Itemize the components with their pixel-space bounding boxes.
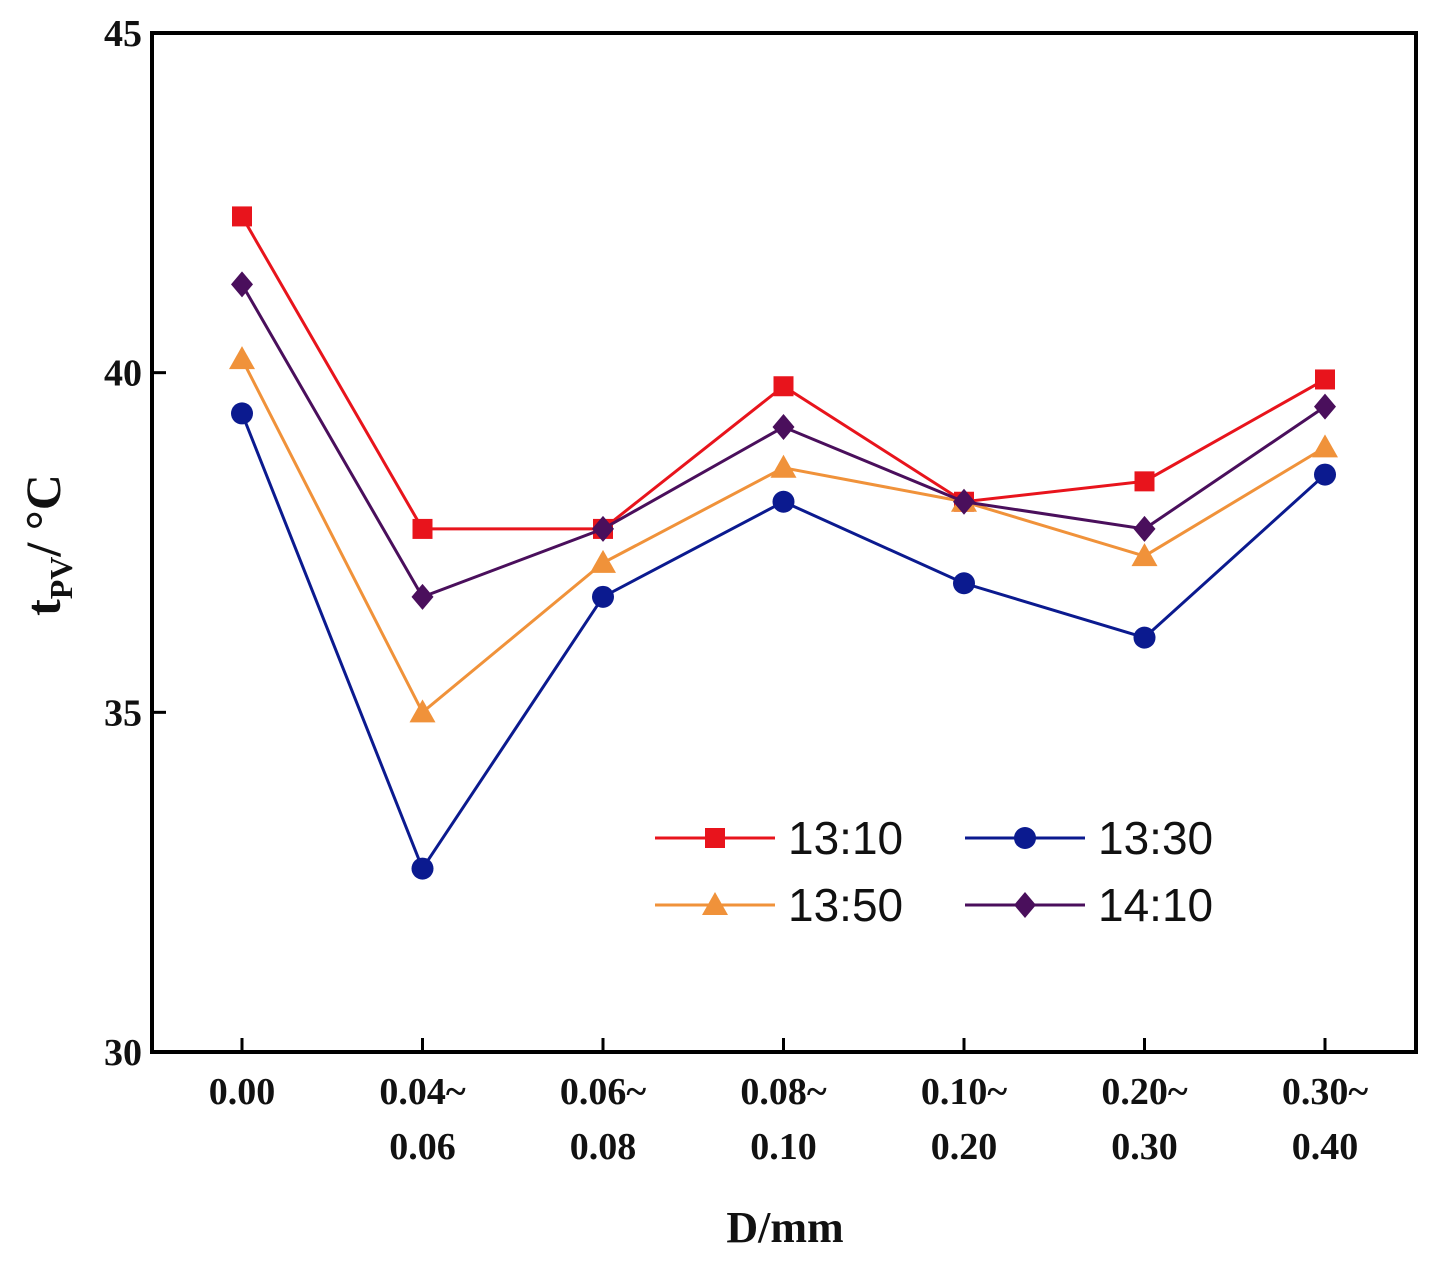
data-point: [411, 583, 434, 610]
y-tick-label: 30: [104, 1032, 142, 1074]
y-tick-label: 45: [104, 13, 142, 55]
x-tick-label: 0.00: [209, 1071, 276, 1113]
y-axis-title-rest: / °C: [15, 474, 71, 558]
data-point: [1314, 393, 1336, 420]
data-point: [953, 572, 975, 595]
x-tick-label: 0.08: [570, 1126, 637, 1168]
legend-label: 14:10: [1098, 879, 1213, 931]
legend-item: 13:30: [965, 812, 1213, 864]
y-axis-title: tPV/ °C: [15, 474, 79, 616]
x-tick-label: 0.20: [931, 1126, 998, 1168]
data-point: [1131, 543, 1158, 567]
legend-marker: [705, 828, 725, 848]
legend: 13:10 13:30 13:50 14:10: [655, 812, 1213, 931]
series-line: [240, 358, 1326, 715]
series-13-10: [232, 206, 1335, 539]
legend-item: 13:50: [655, 879, 903, 931]
legend-marker: [1014, 892, 1036, 918]
data-point: [590, 549, 616, 573]
data-point: [232, 206, 252, 227]
y-tick-label: 35: [104, 692, 142, 734]
x-tick-label: 0.20~: [1101, 1071, 1188, 1113]
series-13-30: [231, 402, 1336, 880]
legend-label: 13:30: [1098, 812, 1213, 864]
legend-item: 13:10: [655, 812, 903, 864]
x-tick-label: 0.04~: [379, 1071, 466, 1113]
x-tick-label: 0.08~: [740, 1071, 827, 1113]
legend-label: 13:10: [788, 812, 903, 864]
legend-item: 14:10: [965, 879, 1213, 931]
data-point: [1133, 515, 1156, 542]
series-line: [240, 412, 1327, 872]
x-axis-title: D/mm: [726, 1203, 843, 1252]
data-point: [231, 271, 253, 298]
data-point: [953, 488, 975, 515]
series-14-10: [231, 271, 1336, 610]
x-tick-label: 0.10~: [921, 1071, 1008, 1113]
x-tick-label: 0.40: [1292, 1126, 1359, 1168]
data-point: [412, 518, 433, 539]
series-layer: [229, 206, 1338, 880]
x-tick-label: 0.06~: [560, 1071, 647, 1113]
plot-frame: [150, 31, 1418, 1054]
series-13-50: [229, 346, 1338, 723]
legend-marker: [1014, 827, 1036, 849]
data-point: [231, 402, 253, 425]
y-axis-title-main: t: [15, 599, 71, 616]
data-point: [772, 490, 795, 513]
data-point: [1314, 463, 1336, 486]
data-point: [1315, 369, 1335, 390]
data-point: [1134, 471, 1155, 492]
data-point: [592, 515, 614, 542]
y-tick-label: 40: [104, 353, 142, 395]
legend-label: 13:50: [788, 879, 903, 931]
data-point: [1133, 626, 1156, 649]
data-point: [770, 454, 797, 478]
data-point: [772, 414, 795, 441]
series-line: [240, 283, 1326, 599]
x-tick-label: 0.30: [1111, 1126, 1178, 1168]
y-axis-title-sub: PV: [43, 557, 79, 600]
y-axis: 30 35 40 45: [104, 13, 166, 1074]
x-tick-label: 0.10: [750, 1126, 817, 1168]
legend-marker: [702, 892, 728, 915]
data-point: [409, 699, 436, 723]
x-tick-label: 0.06: [389, 1126, 456, 1168]
x-tick-label: 0.30~: [1282, 1071, 1369, 1113]
plot-area-border: [150, 31, 1418, 1054]
data-point: [592, 585, 614, 608]
data-point: [229, 346, 255, 370]
data-point: [773, 376, 794, 397]
x-axis: 0.00 0.04~ 0.06 0.06~ 0.08 0.08~ 0.10 0.10~ 0.20…: [209, 1038, 1369, 1168]
data-point: [1312, 434, 1338, 458]
data-point: [411, 857, 434, 880]
series-line: [240, 215, 1326, 531]
